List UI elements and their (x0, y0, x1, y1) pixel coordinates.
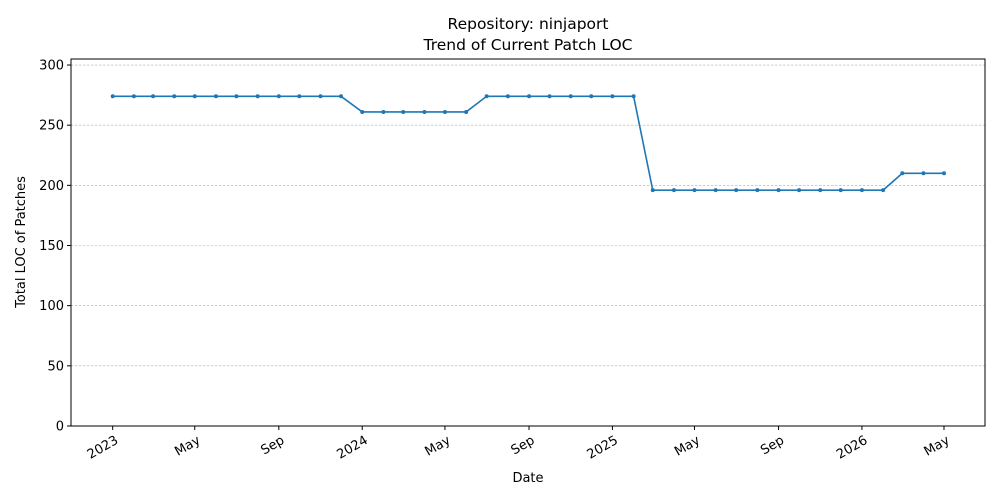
x-tick-label: Sep (509, 433, 538, 458)
data-point (776, 188, 781, 193)
plot-frame (70, 58, 986, 427)
x-tick-label: 2026 (834, 433, 870, 463)
data-point (818, 188, 823, 193)
y-tick-label: 0 (56, 420, 64, 435)
data-point (900, 171, 905, 176)
x-tick-label: 2024 (334, 433, 370, 463)
data-point (192, 94, 197, 99)
data-point (881, 188, 886, 193)
x-tick-label: May (922, 433, 953, 460)
x-tick-label: May (423, 433, 454, 460)
series-line (110, 94, 946, 193)
data-point (131, 94, 136, 99)
data-point (172, 94, 177, 99)
data-point (610, 94, 615, 99)
y-axis: 0 50 100 150 200 250 300 (39, 59, 71, 435)
data-point (921, 171, 926, 176)
y-tick-label: 50 (47, 359, 64, 374)
chart-subtitle: Trend of Current Patch LOC (423, 36, 633, 54)
data-point (297, 94, 302, 99)
y-tick-label: 300 (39, 59, 64, 74)
x-axis: 2023 May Sep 2024 May Sep 2025 May Sep 2026 May (85, 426, 953, 463)
data-point (484, 94, 489, 99)
data-point (318, 94, 323, 99)
data-point (527, 94, 532, 99)
data-point (692, 188, 697, 193)
data-point (941, 171, 946, 176)
data-point (234, 94, 239, 99)
data-point (755, 188, 760, 193)
data-point (422, 109, 427, 114)
x-tick-label: May (172, 433, 203, 460)
data-point (505, 94, 510, 99)
data-point (671, 188, 676, 193)
data-point (838, 188, 843, 193)
data-point (631, 94, 636, 99)
y-tick-label: 200 (39, 179, 64, 194)
data-point (255, 94, 260, 99)
data-point (339, 94, 344, 99)
x-tick-label: Sep (258, 433, 287, 458)
data-point (381, 109, 386, 114)
data-point (213, 94, 218, 99)
data-point (276, 94, 281, 99)
data-point (589, 94, 594, 99)
data-point (401, 109, 406, 114)
data-point (797, 188, 802, 193)
chart-title: Repository: ninjaport (448, 15, 609, 33)
data-point (547, 94, 552, 99)
data-point (360, 109, 365, 114)
x-axis-label: Date (512, 471, 543, 486)
x-tick-label: 2025 (585, 433, 621, 463)
y-gridlines (71, 64, 985, 427)
x-tick-label: 2023 (85, 433, 121, 463)
y-tick-label: 100 (39, 299, 64, 314)
x-tick-label: Sep (758, 433, 787, 458)
y-tick-label: 150 (39, 239, 64, 254)
y-tick-label: 250 (39, 119, 64, 134)
data-point (568, 94, 573, 99)
data-point (442, 109, 447, 114)
data-point (713, 188, 718, 193)
x-tick-label: May (672, 433, 703, 460)
data-point (650, 188, 655, 193)
data-point (734, 188, 739, 193)
data-point (464, 109, 469, 114)
data-point (151, 94, 156, 99)
series-polyline (112, 95, 944, 191)
data-point (859, 188, 864, 193)
y-axis-label: Total LOC of Patches (14, 176, 29, 309)
data-point (110, 94, 115, 99)
